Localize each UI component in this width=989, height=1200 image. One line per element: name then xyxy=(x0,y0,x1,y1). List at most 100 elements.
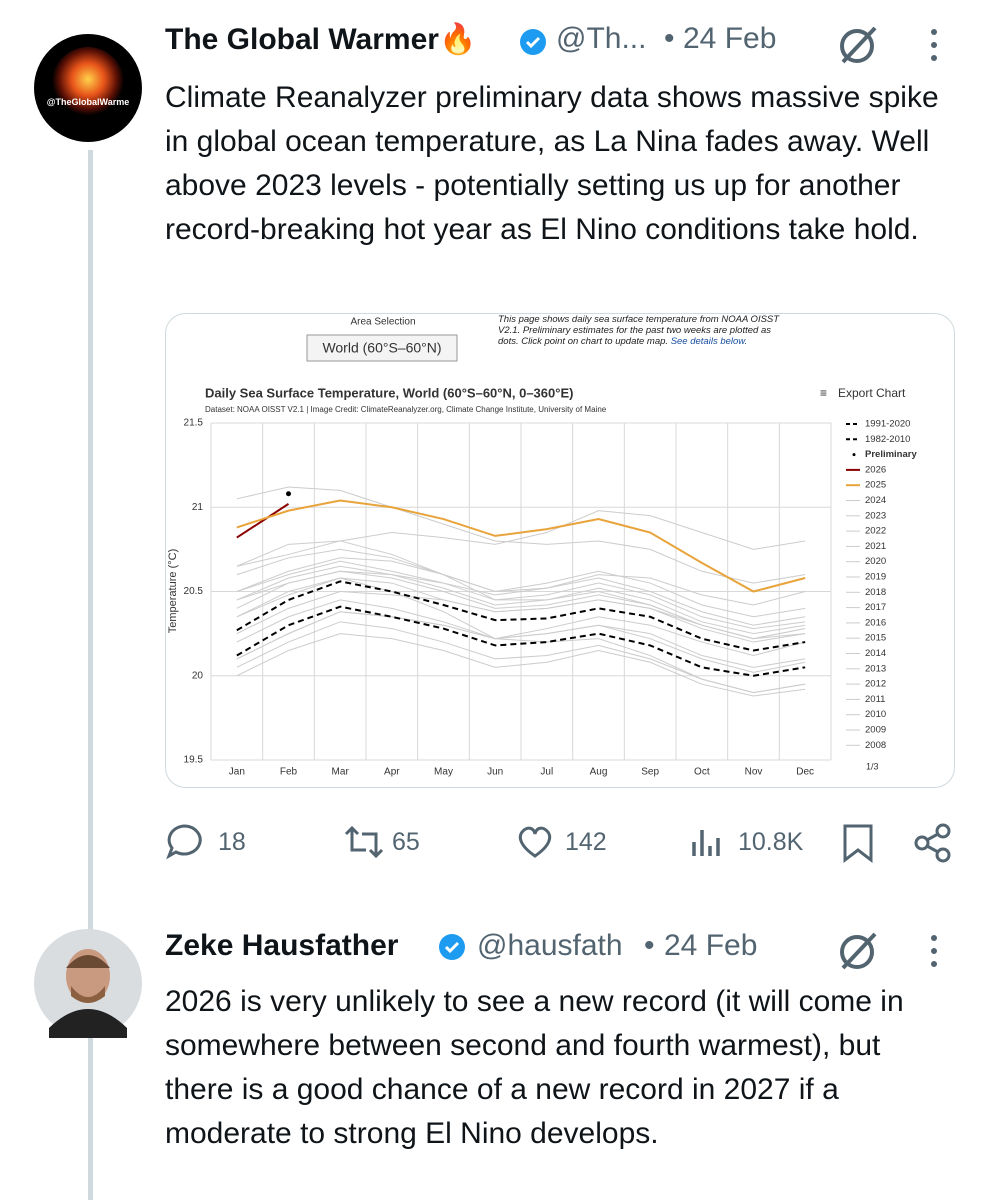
more-menu[interactable] xyxy=(922,26,946,66)
series-line xyxy=(236,510,806,567)
area-select[interactable] xyxy=(306,334,458,362)
legend-label[interactable]: 2025 xyxy=(865,480,886,491)
more-menu[interactable] xyxy=(922,932,946,972)
grok-icon[interactable] xyxy=(835,928,881,974)
view-count[interactable]: 10.8K xyxy=(738,828,804,856)
legend-label[interactable]: 2021 xyxy=(865,541,886,552)
verified-badge xyxy=(439,934,465,960)
note: This page shows daily sea surface temper… xyxy=(498,314,780,347)
reply-icon[interactable] xyxy=(165,822,205,862)
legend-label[interactable]: 2026 xyxy=(865,464,886,475)
separator: • xyxy=(644,929,655,962)
x-tick-label: Sep xyxy=(641,767,659,778)
y-tick-label: 21.5 xyxy=(184,418,204,429)
legend-label[interactable]: 2011 xyxy=(865,694,885,705)
series-line xyxy=(236,560,806,630)
legend-label[interactable]: 2023 xyxy=(865,510,886,521)
series-line xyxy=(236,486,806,584)
series-line xyxy=(236,590,806,640)
x-tick-label: May xyxy=(434,767,453,778)
avatar-label: @TheGlobalWarme xyxy=(47,97,129,107)
area-selection-value[interactable]: World (60°S–60°N) xyxy=(322,340,441,356)
date[interactable]: 24 Feb xyxy=(683,22,777,55)
series-line xyxy=(236,570,806,609)
note-link[interactable]: See details below. xyxy=(670,336,748,347)
share-icon[interactable] xyxy=(912,822,954,864)
series-line xyxy=(236,580,806,652)
legend-label[interactable]: 2014 xyxy=(865,648,886,659)
legend-label[interactable]: 2024 xyxy=(865,495,886,506)
like-count[interactable]: 142 xyxy=(565,828,607,856)
series-line xyxy=(236,611,806,660)
series-line xyxy=(236,503,290,539)
avatar[interactable]: @TheGlobalWarme xyxy=(33,33,143,143)
legend-label[interactable]: 2012 xyxy=(865,679,886,690)
legend-label[interactable]: 2008 xyxy=(865,740,886,751)
legend-label[interactable]: 2010 xyxy=(865,709,886,720)
media-frame xyxy=(165,313,955,788)
area-selection-label: Area Selection xyxy=(350,317,415,328)
series-line xyxy=(236,548,806,626)
views-icon[interactable] xyxy=(688,822,728,862)
verified-badge xyxy=(520,29,546,55)
legend-label[interactable]: 2018 xyxy=(865,587,886,598)
series-line xyxy=(236,605,806,677)
legend-label[interactable]: 2022 xyxy=(865,526,886,537)
x-tick-label: Jan xyxy=(229,767,245,778)
x-tick-label: Mar xyxy=(332,767,350,778)
bookmark-icon[interactable] xyxy=(840,822,876,864)
grok-icon[interactable] xyxy=(835,22,881,68)
series-line xyxy=(236,499,806,593)
y-tick-label: 21 xyxy=(192,502,204,513)
repost-count[interactable]: 65 xyxy=(392,828,420,856)
legend-label[interactable]: 2017 xyxy=(865,602,886,613)
note-box: This page shows daily sea surface temper… xyxy=(498,314,780,347)
series-line xyxy=(236,577,806,694)
x-tick-label: Feb xyxy=(280,767,298,778)
series-line xyxy=(236,633,806,697)
legend-symbol xyxy=(852,453,856,457)
legend-label[interactable]: 2015 xyxy=(865,633,886,644)
avatar[interactable] xyxy=(33,928,143,1038)
y-tick-label: 20 xyxy=(192,670,204,681)
x-tick-label: Dec xyxy=(796,767,814,778)
legend-label[interactable]: 1991-2020 xyxy=(865,419,910,430)
export-menu-icon[interactable]: ≡ xyxy=(820,386,827,400)
legend-label[interactable]: 2009 xyxy=(865,725,886,736)
x-tick-label: Jul xyxy=(540,767,553,778)
handle[interactable]: @Th... xyxy=(556,22,647,55)
thread-line xyxy=(88,150,93,1200)
x-tick-label: Oct xyxy=(694,767,710,778)
legend-label[interactable]: 2020 xyxy=(865,556,886,567)
repost-icon[interactable] xyxy=(340,822,388,862)
y-axis-label: Temperature (°C) xyxy=(167,549,179,633)
x-tick-label: Nov xyxy=(745,767,763,778)
reply-count[interactable]: 18 xyxy=(218,828,246,856)
date[interactable]: 24 Feb xyxy=(664,929,758,962)
handle[interactable]: @hausfath xyxy=(477,929,623,962)
chart-title: Daily Sea Surface Temperature, World (60… xyxy=(205,385,573,400)
author-name[interactable]: Zeke Hausfather xyxy=(165,929,399,962)
legend-label[interactable]: 1982-2010 xyxy=(865,434,910,445)
legend-label[interactable]: 2016 xyxy=(865,617,886,628)
author-name[interactable]: The Global Warmer🔥 xyxy=(165,23,477,56)
export-chart[interactable]: Export Chart xyxy=(838,386,906,400)
x-tick-label: Aug xyxy=(590,767,608,778)
x-tick-label: Apr xyxy=(384,767,400,778)
x-tick-label: Jun xyxy=(487,767,503,778)
tweet-text: Climate Reanalyzer preliminary data show… xyxy=(165,81,939,246)
y-tick-label: 20.5 xyxy=(184,586,204,597)
series-line xyxy=(236,565,806,635)
legend-label[interactable]: 2019 xyxy=(865,572,886,583)
legend-page[interactable]: 1/3 xyxy=(866,761,879,771)
y-tick-label: 19.5 xyxy=(184,755,204,766)
separator: • xyxy=(664,22,675,55)
legend-label[interactable]: Preliminary xyxy=(865,449,917,460)
series-line xyxy=(236,557,806,618)
like-icon[interactable] xyxy=(515,822,555,862)
chart-subtitle: Dataset: NOAA OISST V2.1 | Image Credit:… xyxy=(205,405,607,414)
preliminary-dot xyxy=(286,491,291,497)
chart[interactable]: Area Selection World (60°S–60°N) This pa… xyxy=(165,313,955,788)
legend-label[interactable]: 2013 xyxy=(865,663,886,674)
